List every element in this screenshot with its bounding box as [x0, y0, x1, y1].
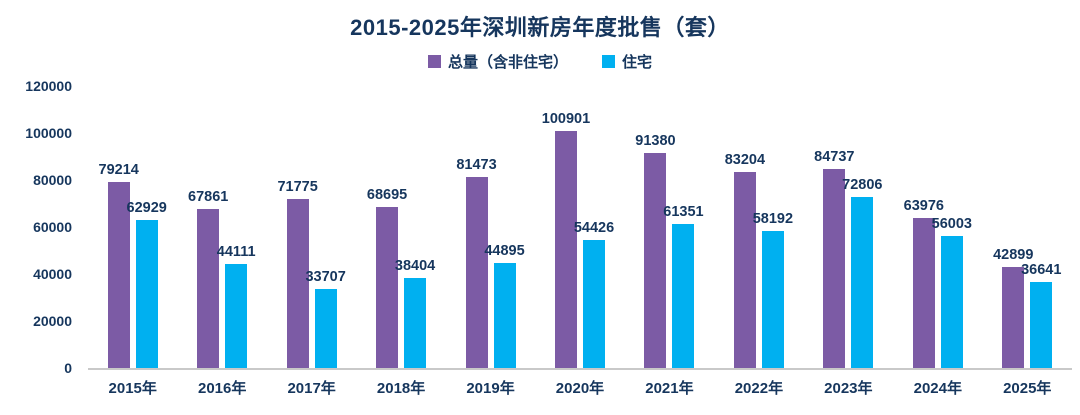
legend-swatch-icon	[602, 54, 615, 68]
y-tick-label: 80000	[33, 172, 72, 188]
x-tick-label: 2021年	[645, 380, 694, 397]
category-group: 100901 54426	[535, 86, 624, 368]
x-tick-label: 2016年	[197, 380, 247, 397]
y-tick-label: 20000	[33, 313, 72, 329]
bar-pair: 79214 62929	[99, 86, 167, 368]
category-group: 68695 38404	[356, 86, 445, 368]
chart-legend: 总量（含非住宅） 住宅	[0, 50, 1080, 72]
bar-total: 83204	[725, 152, 765, 368]
bar-residential: 56003	[932, 216, 972, 368]
legend-label: 总量（含非住宅）	[447, 53, 568, 71]
bar-value-label: 63976	[903, 197, 944, 214]
bar-total: 84737	[814, 149, 855, 368]
category-group: 42899 36641	[983, 86, 1072, 368]
x-tick-label: 2017年	[287, 380, 336, 397]
bar-residential: 54426	[574, 220, 614, 368]
bar-value-label: 44895	[484, 242, 525, 259]
bar-value-label: 71775	[277, 179, 318, 196]
legend-label: 住宅	[622, 53, 653, 71]
x-tick-label: 2018年	[376, 380, 426, 397]
bar-value-label: 83204	[724, 152, 766, 169]
y-tick-label: 100000	[25, 125, 72, 141]
category-group: 84737 72806	[804, 86, 893, 368]
bar-value-label: 58192	[752, 211, 794, 228]
bar-total: 63976	[904, 198, 944, 368]
y-tick-label: 0	[64, 360, 72, 376]
bar-value-label: 61351	[663, 203, 704, 220]
bar-residential: 44895	[484, 243, 525, 368]
y-axis: 0 20000 40000 60000 80000 100000 120000	[0, 78, 80, 376]
category-group: 91380 61351	[625, 86, 714, 368]
bar-total: 100901	[542, 111, 590, 368]
bar-value-label: 91380	[635, 133, 676, 150]
bar-value-label: 56003	[931, 216, 972, 233]
bar-total: 67861	[188, 189, 228, 368]
bar-value-label: 81473	[456, 156, 497, 173]
bar-residential: 44111	[217, 244, 256, 368]
bar-residential: 33707	[305, 269, 346, 368]
bar-pair: 84737 72806	[814, 86, 883, 368]
bar-residential: 72806	[842, 177, 883, 368]
bar-pair: 67861 44111	[188, 86, 256, 368]
bar-value-label: 42899	[993, 247, 1034, 264]
bar-value-label: 84737	[814, 148, 855, 165]
category-group: 83204 58192	[714, 86, 803, 368]
bar-pair: 42899 36641	[993, 86, 1061, 368]
plot-area-groups: 79214 62929 67861 44111 71775 33707 68695 38404…	[88, 86, 1072, 370]
bar-value-label: 72806	[842, 176, 883, 193]
x-tick-label: 2015年	[108, 380, 157, 397]
bar-residential: 36641	[1021, 262, 1061, 368]
bar-value-label: 33707	[305, 268, 346, 285]
bar-residential: 38404	[395, 258, 435, 368]
bar-total: 68695	[367, 187, 407, 368]
bar-value-label: 67861	[188, 188, 229, 205]
bar-value-label: 38404	[394, 257, 436, 274]
category-group: 79214 62929	[88, 86, 177, 368]
bar-residential: 58192	[753, 211, 793, 368]
bar-value-label: 62929	[126, 200, 167, 217]
bar-pair: 81473 44895	[456, 86, 525, 368]
chart-title: 2015-2025年深圳新房年度批售（套）	[350, 15, 730, 40]
category-group: 63976 56003	[893, 86, 982, 368]
bar-pair: 91380 61351	[635, 86, 704, 368]
x-axis: 2015年 2016年 2017年 2018年 2019年 2020年 2021年 2022年…	[88, 370, 1072, 398]
x-tick-label: 2023年	[824, 380, 873, 397]
bar-pair: 83204 58192	[725, 86, 793, 368]
category-group: 81473 44895	[446, 86, 535, 368]
plot-area: 79214 62929 67861 44111 71775 33707 68695 38404…	[88, 86, 1072, 370]
y-tick-label: 60000	[33, 219, 72, 235]
x-tick-label: 2022年	[734, 380, 784, 397]
bar-pair: 71775 33707	[277, 86, 346, 368]
bar-total: 42899	[993, 247, 1033, 368]
bar-value-label: 44111	[216, 244, 256, 261]
bar-total: 91380	[635, 133, 676, 368]
bar-total: 79214	[99, 162, 139, 368]
legend-swatch-icon	[427, 54, 441, 68]
bar-value-label: 54426	[573, 220, 615, 237]
bar-pair: 63976 56003	[904, 86, 972, 368]
x-tick-label: 2020年	[555, 380, 605, 397]
y-tick-label: 40000	[33, 266, 72, 282]
bar-total: 71775	[277, 179, 318, 368]
y-tick-label: 120000	[25, 78, 72, 94]
chart-body: 0 20000 40000 60000 80000 100000 120000 79214 6…	[0, 78, 1080, 398]
bar-residential: 62929	[127, 200, 167, 368]
bar-pair: 68695 38404	[367, 86, 435, 368]
bar-value-label: 79214	[98, 161, 139, 178]
legend-item-residential: 住宅	[602, 51, 652, 72]
x-tick-label: 2025年	[1003, 380, 1052, 397]
bar-value-label: 36641	[1021, 261, 1062, 278]
category-group: 67861 44111	[177, 86, 266, 368]
x-tick-label: 2024年	[913, 380, 962, 397]
bar-value-label: 100901	[541, 110, 591, 127]
bar-total: 81473	[456, 157, 497, 368]
category-group: 71775 33707	[267, 86, 356, 368]
bar-residential: 61351	[663, 204, 704, 368]
legend-item-total: 总量（含非住宅）	[427, 51, 568, 72]
x-tick-label: 2019年	[466, 380, 515, 397]
bar-value-label: 68695	[366, 186, 408, 203]
bar-pair: 100901 54426	[542, 86, 614, 368]
